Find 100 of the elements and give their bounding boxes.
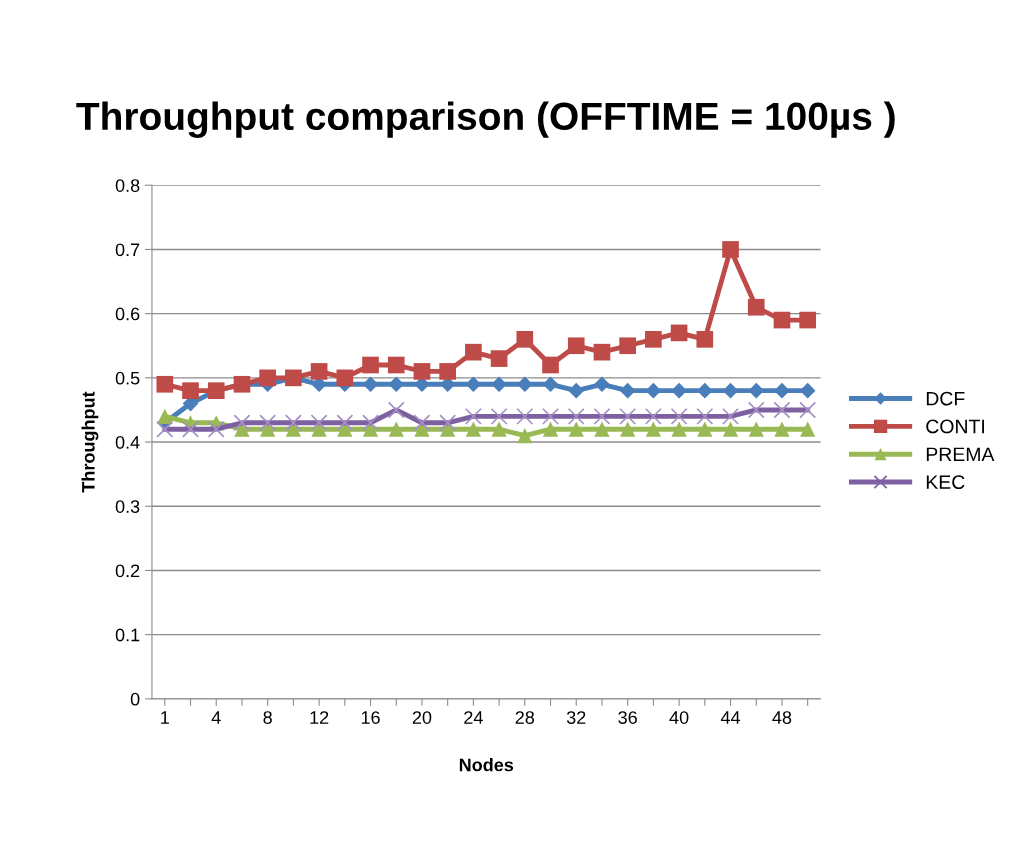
point [722,241,739,258]
y-tick-label: 0 [130,692,140,706]
point [413,414,431,432]
point [644,407,662,425]
y-tick-label: 0.1 [115,628,140,642]
point [413,363,431,380]
point [362,356,379,374]
point [619,382,636,399]
point [542,407,560,425]
point [465,343,482,361]
x-tick-label: 8 [263,711,272,724]
point [568,382,585,399]
point [645,330,662,348]
point [722,407,740,425]
point [619,337,636,355]
legend-label: PREMA [926,447,995,461]
y-tick-label: 0.5 [115,371,140,385]
point [722,382,739,399]
point [491,376,507,393]
point [516,330,534,348]
point [310,414,328,432]
x-tick-label: 44 [720,711,741,724]
point [620,421,636,437]
point [670,324,688,342]
point [722,421,739,437]
point [800,421,816,437]
x-tick-label: 1 [161,711,169,724]
point [284,414,302,432]
point [747,298,765,316]
point [594,376,610,393]
y-axis-title: Throughput [81,391,99,493]
point [336,414,354,432]
point [207,420,225,438]
point [517,427,533,444]
point [645,382,662,399]
point [362,414,379,432]
x-tick-label: 36 [618,711,637,724]
x-tick-label: 16 [361,711,380,724]
point [696,407,714,425]
point [465,421,482,437]
legend-label: KEC [926,475,965,490]
y-tick-label: 0.7 [115,243,140,257]
point [619,407,637,425]
point [774,421,790,437]
point [645,421,662,437]
point [748,421,764,437]
point [491,421,507,437]
y-tick-label: 0.2 [115,564,140,578]
point [387,356,405,374]
point [670,407,688,425]
point [799,311,817,329]
point [439,414,457,432]
point [593,407,611,425]
x-tick-label: 12 [310,711,329,724]
point [182,420,199,438]
point [233,414,251,432]
x-tick-label: 24 [464,711,483,724]
point [310,363,328,380]
y-tick-label: 0.8 [115,179,140,192]
x-tick-label: 32 [566,711,586,724]
point [490,407,508,425]
point [490,350,508,367]
x-axis-title: Nodes [459,758,514,772]
point [567,407,585,425]
point [671,382,687,399]
legend-label: DCF [926,391,965,406]
chart-title: Throughput comparison (OFFTIME = 100µs ) [76,101,895,138]
point [594,421,610,437]
point [362,376,379,393]
point [671,421,687,437]
point [542,356,559,374]
point [696,330,714,348]
x-tick-label: 28 [515,711,535,724]
point [774,382,790,399]
point [156,375,174,393]
legend-label: CONTI [926,419,984,434]
y-tick-label: 0.6 [115,307,140,321]
x-tick-label: 20 [412,711,432,724]
y-tick-label: 0.3 [115,500,140,513]
point [799,401,817,419]
point [542,376,559,393]
point [542,421,559,437]
point [259,414,277,432]
point [464,407,482,425]
point [336,369,354,387]
x-tick-label: 40 [669,711,689,724]
point [439,363,456,380]
x-tick-label: 48 [772,711,792,724]
point [157,408,173,425]
point [388,421,404,437]
point [773,401,791,419]
point [748,382,765,399]
point [747,401,765,419]
point [156,420,174,438]
point [259,369,276,387]
point [516,407,534,425]
point [697,421,713,437]
x-tick-label: 4 [211,711,221,724]
y-tick-label: 0.4 [115,435,140,449]
point [182,382,199,400]
